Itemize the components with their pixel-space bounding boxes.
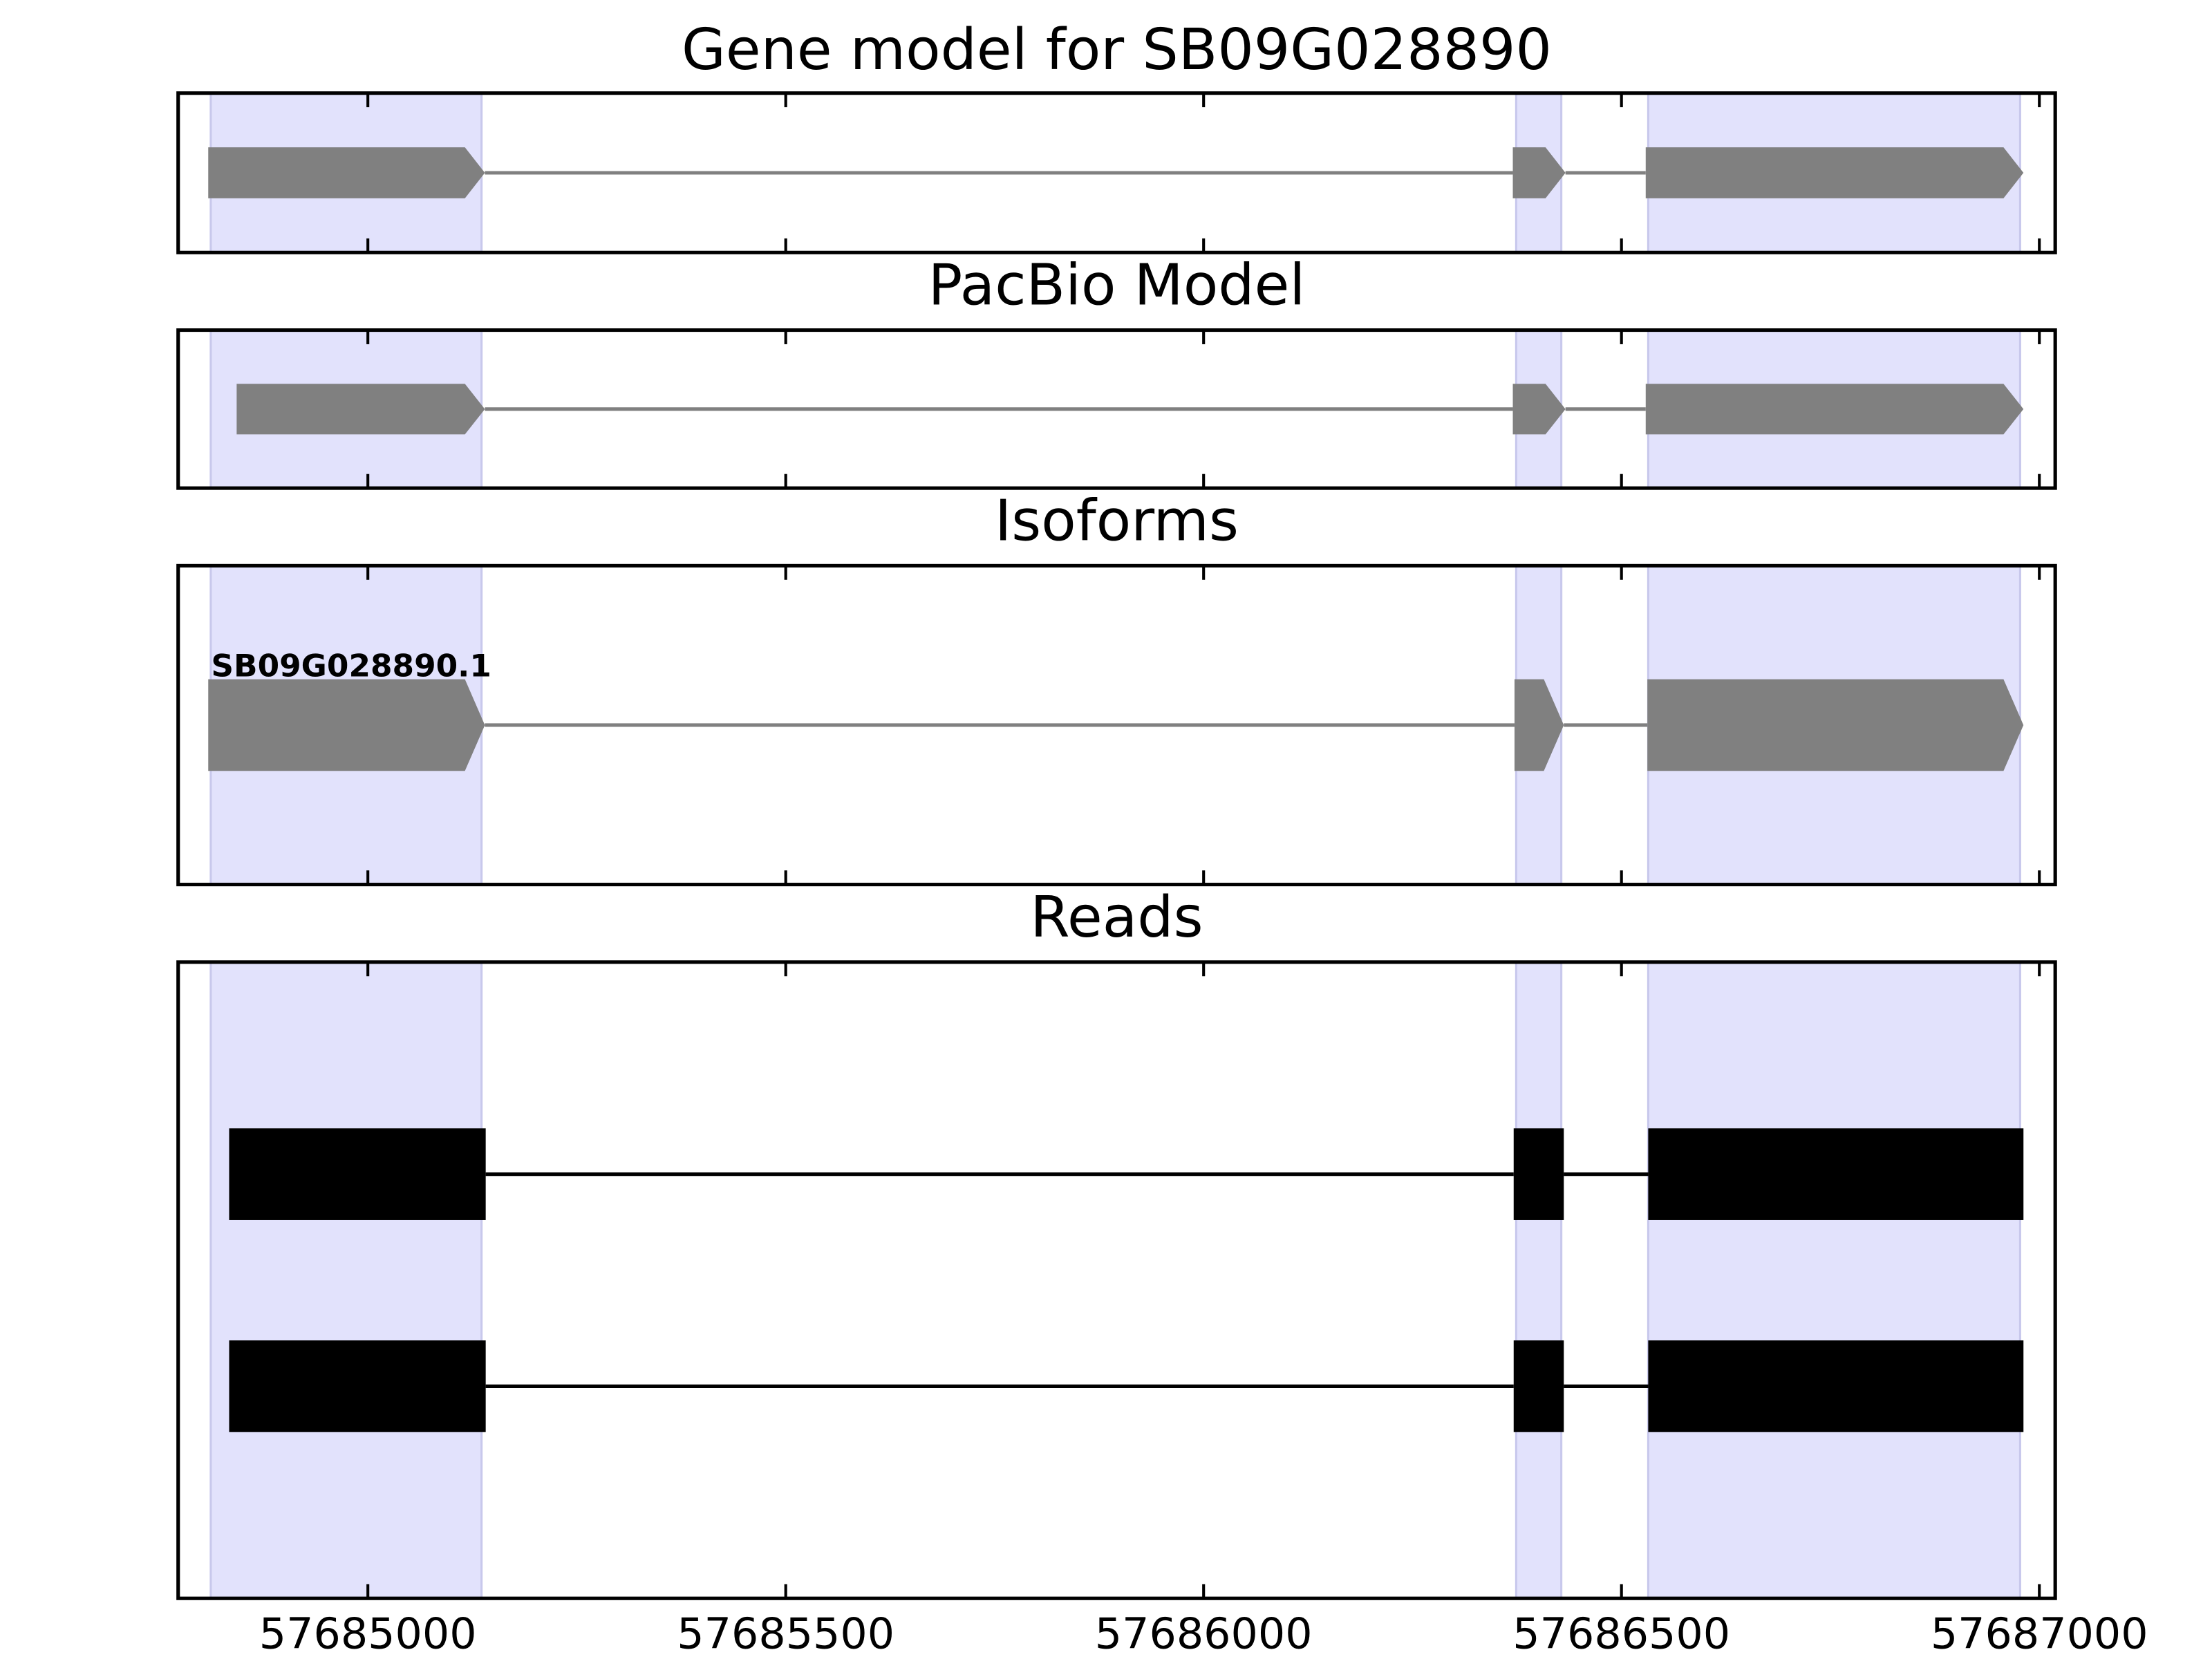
panel-title: Isoforms bbox=[995, 489, 1239, 554]
x-tick-label: 57685000 bbox=[259, 1609, 477, 1659]
read-block bbox=[1648, 1340, 2024, 1432]
exon bbox=[1645, 147, 2024, 198]
exon bbox=[1514, 679, 1564, 771]
panel-frame bbox=[176, 91, 2057, 254]
read-block bbox=[229, 1340, 486, 1432]
read-block bbox=[1513, 1128, 1564, 1220]
exon bbox=[1512, 384, 1566, 435]
isoform-label: SB09G028890.1 bbox=[211, 647, 491, 684]
panel-frame bbox=[176, 328, 2057, 490]
x-tick-label: 57686000 bbox=[1095, 1609, 1313, 1659]
exon-highlight bbox=[209, 961, 483, 1600]
exon bbox=[208, 147, 485, 198]
panel-frame bbox=[176, 960, 2057, 1600]
exon bbox=[1645, 384, 2024, 435]
x-tick-label: 57687000 bbox=[1931, 1609, 2148, 1659]
exon-highlight bbox=[1647, 961, 2021, 1600]
panel-title: Gene model for SB09G028890 bbox=[682, 17, 1552, 83]
exon bbox=[1512, 147, 1566, 198]
exon bbox=[236, 384, 485, 435]
exon bbox=[1647, 679, 2024, 771]
read-block bbox=[1648, 1128, 2024, 1220]
read-block bbox=[1513, 1340, 1564, 1432]
read-block bbox=[229, 1128, 486, 1220]
x-tick-label: 57685500 bbox=[677, 1609, 894, 1659]
panel-title: Reads bbox=[1030, 885, 1203, 950]
x-tick-label: 57686500 bbox=[1512, 1609, 1730, 1659]
panel-title: PacBio Model bbox=[928, 253, 1306, 319]
panel-frame bbox=[176, 563, 2057, 887]
exon bbox=[208, 679, 485, 771]
exon-highlight bbox=[1515, 961, 1563, 1600]
